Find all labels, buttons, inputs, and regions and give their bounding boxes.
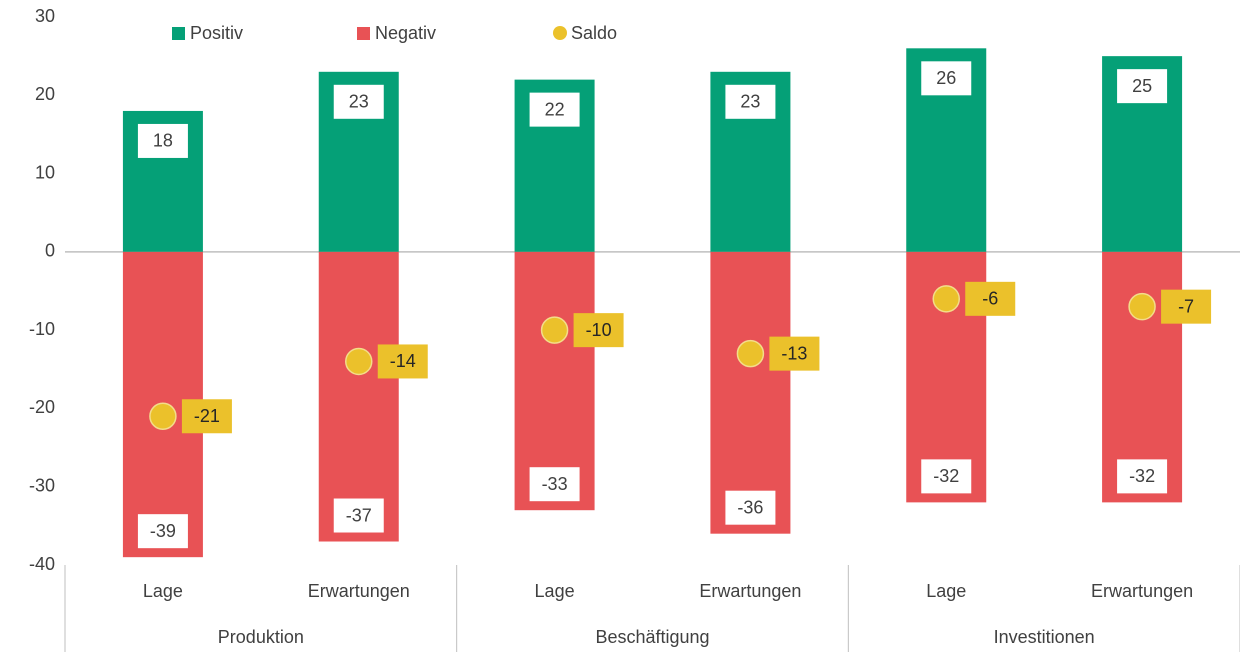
data-label-box: [921, 61, 972, 96]
group-label: Investitionen: [994, 627, 1095, 647]
legend-swatch: [553, 26, 567, 40]
data-label: -6: [982, 289, 998, 309]
data-label-box: [377, 344, 428, 379]
y-tick-label: -30: [29, 475, 55, 495]
data-label: 18: [153, 131, 173, 151]
x-tick-label: Erwartungen: [1091, 581, 1193, 601]
y-tick-label: -20: [29, 397, 55, 417]
legend-label: Negativ: [375, 23, 436, 43]
data-label-box: [725, 84, 776, 119]
x-tick-label: Erwartungen: [699, 581, 801, 601]
x-tick-label: Lage: [926, 581, 966, 601]
saldo-point: [345, 347, 373, 376]
legend-label: Positiv: [190, 23, 243, 43]
data-label-box: [965, 281, 1016, 316]
bar: [514, 251, 595, 511]
saldo-point: [736, 339, 765, 368]
bar: [318, 251, 399, 542]
y-tick-label: -40: [29, 554, 55, 574]
legend-swatch: [172, 27, 185, 40]
x-tick-label: Lage: [143, 581, 183, 601]
data-label-box: [573, 313, 624, 348]
group-label: Beschäftigung: [595, 627, 709, 647]
y-tick-label: 10: [35, 162, 55, 182]
data-label: -37: [346, 505, 372, 525]
legend-label: Saldo: [571, 23, 617, 43]
x-tick-label: Erwartungen: [308, 581, 410, 601]
data-label: -33: [542, 474, 568, 494]
x-tick-label: Lage: [535, 581, 575, 601]
data-label: 26: [936, 68, 956, 88]
data-label-box: [333, 84, 384, 119]
data-label-box: [725, 490, 776, 525]
data-label: -32: [1129, 466, 1155, 486]
saldo-point: [540, 316, 569, 344]
data-label: -39: [150, 521, 176, 541]
saldo-point: [149, 402, 177, 431]
legend-swatch: [357, 27, 370, 40]
data-label: 25: [1132, 76, 1152, 96]
data-label-box: [1117, 69, 1168, 104]
data-label: 23: [740, 92, 760, 112]
data-label: -21: [194, 406, 220, 426]
data-label: -32: [933, 466, 959, 486]
data-label-box: [1117, 459, 1168, 494]
data-label-box: [529, 92, 580, 127]
data-label: 23: [349, 92, 369, 112]
data-label: -13: [781, 343, 807, 363]
y-tick-label: 30: [35, 6, 55, 26]
data-label: -10: [586, 320, 612, 340]
data-label: 22: [545, 99, 565, 119]
saldo-point: [932, 285, 960, 313]
data-label-box: [137, 514, 188, 549]
data-label: -7: [1178, 296, 1194, 316]
y-tick-label: -10: [29, 319, 55, 339]
data-label-box: [1161, 289, 1212, 324]
data-label-box: [769, 336, 820, 371]
bar: [710, 251, 791, 534]
data-label-box: [529, 467, 580, 502]
y-tick-label: 20: [35, 84, 55, 104]
saldo-point: [1128, 292, 1156, 321]
data-label: -14: [390, 351, 416, 371]
data-label-box: [181, 399, 232, 434]
group-label: Produktion: [218, 627, 304, 647]
data-label: -36: [737, 497, 763, 517]
y-tick-label: 0: [45, 241, 55, 261]
data-label-box: [921, 459, 972, 494]
data-label-box: [333, 498, 384, 533]
data-label-box: [137, 123, 188, 158]
